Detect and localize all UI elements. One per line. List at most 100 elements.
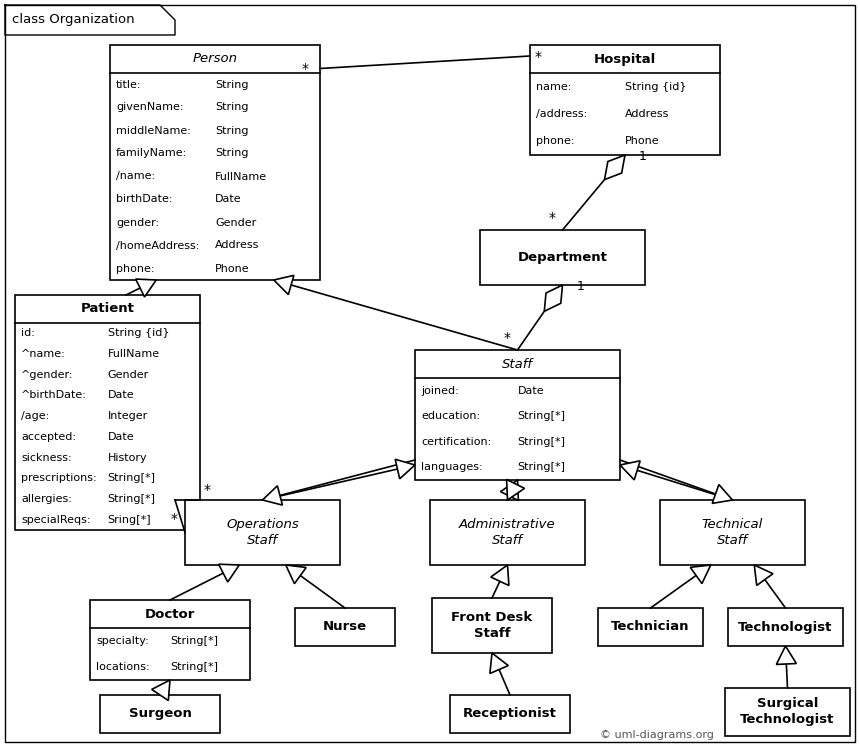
Text: String: String [215,149,249,158]
Text: title:: title: [116,79,142,90]
Text: Technologist: Technologist [739,621,832,633]
Text: Patient: Patient [81,303,134,315]
Bar [660,500,805,565]
Text: Gender: Gender [215,217,256,228]
Text: FullName: FullName [215,172,267,182]
Text: Surgical
Technologist: Surgical Technologist [740,698,835,727]
Text: specialty:: specialty: [96,636,149,646]
Bar [15,295,200,530]
Text: allergies:: allergies: [21,494,72,504]
Text: middleName:: middleName: [116,125,191,135]
Text: Receptionist: Receptionist [463,707,557,721]
Text: joined:: joined: [421,385,458,396]
Text: Department: Department [518,251,607,264]
Text: *: * [535,50,542,64]
Text: languages:: languages: [421,462,482,472]
Bar [110,45,320,280]
Text: Technician: Technician [611,621,690,633]
Text: *: * [204,483,211,497]
Text: Nurse: Nurse [323,621,367,633]
Polygon shape [491,565,509,586]
Text: name:: name: [536,81,571,92]
Text: id:: id: [21,329,35,338]
Text: 1: 1 [576,280,585,293]
Polygon shape [754,565,773,586]
Text: String[*]: String[*] [170,662,218,672]
Polygon shape [136,279,157,297]
Text: ^birthDate:: ^birthDate: [21,391,87,400]
Text: String: String [215,102,249,113]
Polygon shape [777,646,796,664]
Text: familyName:: familyName: [116,149,187,158]
Bar [480,230,645,285]
Text: FullName: FullName [108,349,160,359]
Bar [100,695,220,733]
Text: Date: Date [518,385,544,396]
Text: History: History [108,453,147,462]
Polygon shape [262,486,282,505]
Bar [415,350,620,480]
Text: String[*]: String[*] [108,494,156,504]
Text: Hospital: Hospital [594,52,656,66]
Text: locations:: locations: [96,662,150,672]
Text: *: * [171,512,178,525]
Text: String[*]: String[*] [518,412,566,421]
Text: Gender: Gender [108,370,149,379]
Text: education:: education: [421,412,480,421]
Text: *: * [503,331,511,345]
Polygon shape [605,155,625,179]
Text: ^gender:: ^gender: [21,370,73,379]
Text: Sring[*]: Sring[*] [108,515,151,524]
Text: prescriptions:: prescriptions: [21,474,96,483]
Text: Address: Address [625,109,669,119]
Text: 1: 1 [639,150,647,163]
Bar [450,695,570,733]
Text: Phone: Phone [625,137,660,146]
Text: Date: Date [108,432,134,441]
Bar [295,608,395,646]
Polygon shape [286,565,306,583]
Polygon shape [151,680,170,701]
Text: Front Desk
Staff: Front Desk Staff [452,611,532,640]
Text: String {id}: String {id} [108,329,169,338]
Text: © uml-diagrams.org: © uml-diagrams.org [600,730,714,740]
Text: class Organization: class Organization [12,13,135,26]
Text: Operations
Staff: Operations Staff [226,518,299,547]
Text: phone:: phone: [536,137,574,146]
Polygon shape [218,564,239,582]
Polygon shape [501,480,519,500]
Text: String: String [215,125,249,135]
Text: Staff: Staff [502,358,533,371]
Text: /homeAddress:: /homeAddress: [116,241,200,250]
Text: Technical
Staff: Technical Staff [702,518,763,547]
Polygon shape [507,480,525,500]
Bar [725,688,850,736]
Text: String {id}: String {id} [625,81,686,92]
Polygon shape [396,459,415,479]
Text: String[*]: String[*] [518,437,566,447]
Text: Administrative
Staff: Administrative Staff [459,518,556,547]
Text: Surgeon: Surgeon [128,707,192,721]
Bar [530,45,720,155]
Text: birthDate:: birthDate: [116,194,173,205]
Text: ^name:: ^name: [21,349,65,359]
Text: Phone: Phone [215,264,249,273]
Text: Doctor: Doctor [144,607,195,621]
Text: String[*]: String[*] [108,474,156,483]
Text: accepted:: accepted: [21,432,76,441]
Polygon shape [273,276,294,294]
Text: Person: Person [193,52,237,66]
Text: Date: Date [215,194,242,205]
Polygon shape [490,653,508,674]
Text: Address: Address [215,241,260,250]
Bar [90,600,250,680]
Text: String[*]: String[*] [170,636,218,646]
Polygon shape [544,285,562,311]
Bar [430,500,585,565]
Text: certification:: certification: [421,437,491,447]
Text: specialReqs:: specialReqs: [21,515,90,524]
Text: Date: Date [108,391,134,400]
Text: *: * [302,63,309,76]
Text: Integer: Integer [108,411,148,421]
Bar [432,598,552,653]
